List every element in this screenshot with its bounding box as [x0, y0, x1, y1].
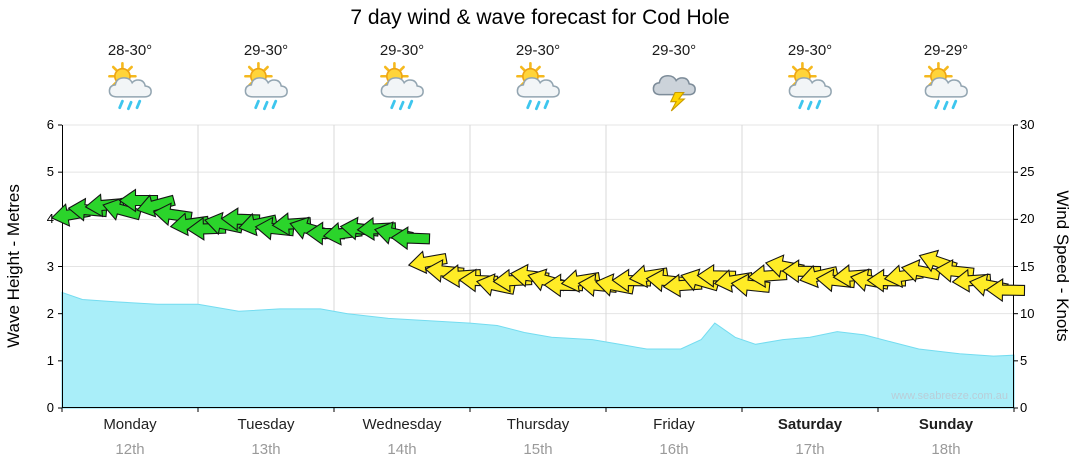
temperature-range-friday: 29-30°	[651, 42, 697, 59]
y-left-tick: 1	[46, 353, 54, 368]
x-label-sunday: Sunday	[918, 416, 974, 433]
temperature-range-thursday: 29-30°	[515, 42, 561, 59]
y-right-tick: 20	[1020, 211, 1035, 226]
x-label-saturday: Saturday	[777, 416, 843, 433]
chart-title: 7 day wind & wave forecast for Cod Hole	[350, 6, 730, 29]
y-right-tick: 30	[1020, 117, 1035, 132]
y-right-axis-title: Wind Speed - Knots	[1053, 190, 1072, 342]
temperature-range-sunday: 29-29°	[923, 42, 969, 59]
temperature-range-tuesday: 29-30°	[243, 42, 289, 59]
y-right-tick: 10	[1020, 306, 1035, 321]
x-label-thursday: Thursday	[506, 416, 570, 433]
plot-svg	[50, 124, 1026, 412]
x-date-wednesday: 14th	[387, 441, 417, 458]
y-left-tick: 3	[46, 259, 54, 274]
x-date-monday: 12th	[115, 441, 145, 458]
sun-cloud-showers-icon	[512, 60, 564, 112]
temperature-range-saturday: 29-30°	[787, 42, 833, 59]
x-date-tuesday: 13th	[251, 441, 281, 458]
temperature-range-monday: 28-30°	[107, 42, 153, 59]
y-left-tick: 2	[46, 306, 54, 321]
x-date-saturday: 17th	[795, 441, 825, 458]
x-label-tuesday: Tuesday	[237, 416, 295, 433]
sun-cloud-showers-icon	[104, 60, 156, 112]
x-date-friday: 16th	[659, 441, 689, 458]
y-right-tick: 25	[1020, 164, 1035, 179]
x-label-monday: Monday	[103, 416, 157, 433]
y-left-axis-title: Wave Height - Metres	[4, 184, 23, 348]
y-right-tick: 0	[1020, 400, 1028, 415]
sun-cloud-showers-icon	[920, 60, 972, 112]
y-left-tick: 5	[46, 164, 54, 179]
y-left-tick: 0	[46, 400, 54, 415]
y-right-tick: 5	[1020, 353, 1028, 368]
x-date-sunday: 18th	[931, 441, 961, 458]
sun-cloud-showers-icon	[376, 60, 428, 112]
y-left-tick: 4	[46, 211, 54, 226]
y-right-tick: 15	[1020, 259, 1035, 274]
watermark: www.seabreeze.com.au	[891, 390, 1008, 402]
x-date-thursday: 15th	[523, 441, 553, 458]
storm-icon	[648, 60, 700, 112]
x-label-wednesday: Wednesday	[362, 416, 442, 433]
temperature-range-wednesday: 29-30°	[379, 42, 425, 59]
y-left-tick: 6	[46, 117, 54, 132]
sun-cloud-showers-icon	[240, 60, 292, 112]
sun-cloud-showers-icon	[784, 60, 836, 112]
x-label-friday: Friday	[653, 416, 695, 433]
